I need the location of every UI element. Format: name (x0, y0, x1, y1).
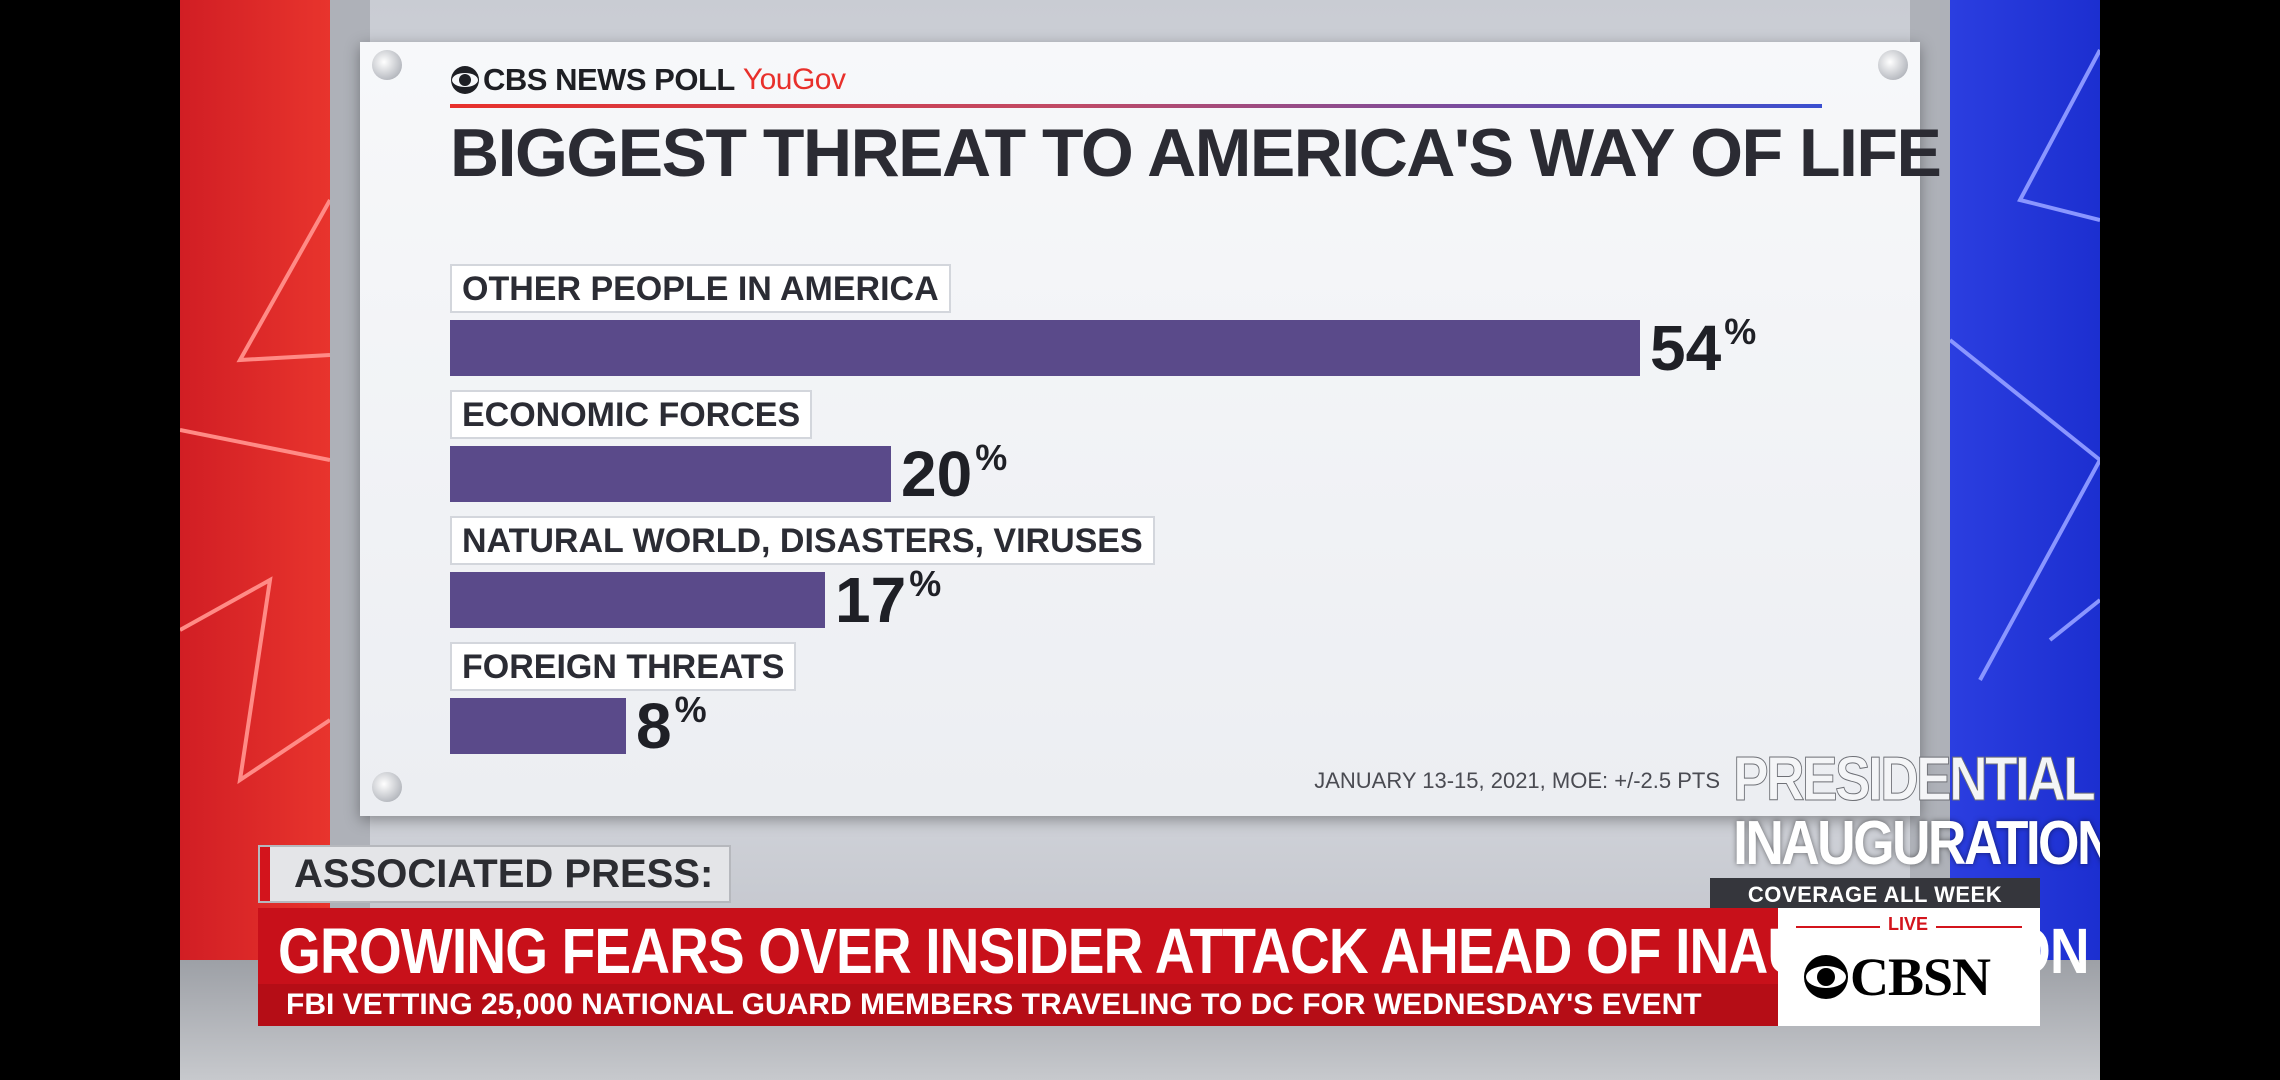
panel-screw (1878, 50, 1908, 80)
poll-graphic-panel: CBS NEWS POLL YouGov BIGGEST THREAT TO A… (360, 42, 1942, 816)
bar (450, 572, 825, 628)
cbs-eye-icon (1804, 955, 1848, 999)
source-tag-label: ASSOCIATED PRESS: (294, 851, 714, 896)
cbs-eye-icon (451, 66, 479, 94)
value-label: 54% (1650, 314, 1756, 381)
category-label: NATURAL WORLD, DISASTERS, VIRUSES (450, 516, 1155, 565)
value-number: 20 (901, 438, 973, 510)
value-number: 8 (636, 690, 672, 762)
subline: FBI VETTING 25,000 NATIONAL GUARD MEMBER… (286, 988, 1702, 1021)
header-rule (450, 104, 1822, 108)
panel-screw (372, 772, 402, 802)
cbs-news-poll-logo: CBS NEWS POLL YouGov (450, 60, 846, 100)
bar-chart: OTHER PEOPLE IN AMERICA 54% ECONOMIC FORCE… (360, 42, 1920, 816)
value-number: 54 (1650, 312, 1722, 384)
value-unit: % (1724, 311, 1757, 352)
inauguration-bug: PRESIDENTIAL INAUGURATION COVERAGE ALL W… (1710, 732, 2100, 912)
bar (450, 698, 626, 754)
category-label: OTHER PEOPLE IN AMERICA (450, 264, 951, 313)
poll-partner: YouGov (742, 63, 846, 96)
bar (450, 446, 891, 502)
value-label: 8% (636, 692, 707, 759)
poll-source-note: JANUARY 13-15, 2021, MOE: +/-2.5 PTS (1314, 768, 1720, 793)
inauguration-line2: INAUGURATION (1733, 809, 2100, 878)
category-label: ECONOMIC FORCES (450, 390, 813, 439)
poll-brand: CBS NEWS POLL (483, 62, 735, 97)
studio-wall-blue (1950, 0, 2100, 960)
live-label: LIVE (1880, 914, 1937, 935)
video-frame: CBS NEWS POLL YouGov BIGGEST THREAT TO A… (180, 0, 2100, 1080)
star-decoration-left (180, 199, 330, 785)
value-unit: % (909, 563, 942, 604)
inauguration-line1: PRESIDENTIAL (1733, 745, 2097, 814)
bar (450, 320, 1640, 376)
cbsn-logo-text: CBSN (1850, 947, 1991, 1007)
chart-title: BIGGEST THREAT TO AMERICA'S WAY OF LIFE (450, 115, 1942, 191)
source-tag: ASSOCIATED PRESS: (258, 845, 732, 903)
subline-bar: FBI VETTING 25,000 NATIONAL GUARD MEMBER… (258, 984, 1778, 1026)
lower-third: GROWING FEARS OVER INSIDER ATTACK AHEAD … (258, 908, 2090, 1026)
category-label: FOREIGN THREATS (450, 642, 797, 691)
cbsn-logo: CBSN (1802, 946, 1991, 1008)
value-unit: % (674, 689, 707, 730)
network-logo-box: LIVE CBSN (1778, 908, 2040, 1026)
panel-screw (372, 50, 402, 80)
coverage-label: COVERAGE ALL WEEK (1710, 878, 2040, 912)
source-tag-accent (260, 847, 270, 901)
studio-wall-red (180, 0, 330, 960)
value-unit: % (975, 437, 1008, 478)
value-number: 17 (835, 564, 907, 636)
value-label: 17% (835, 566, 941, 633)
star-decoration-right (1950, 49, 2100, 681)
value-label: 20% (901, 440, 1007, 507)
